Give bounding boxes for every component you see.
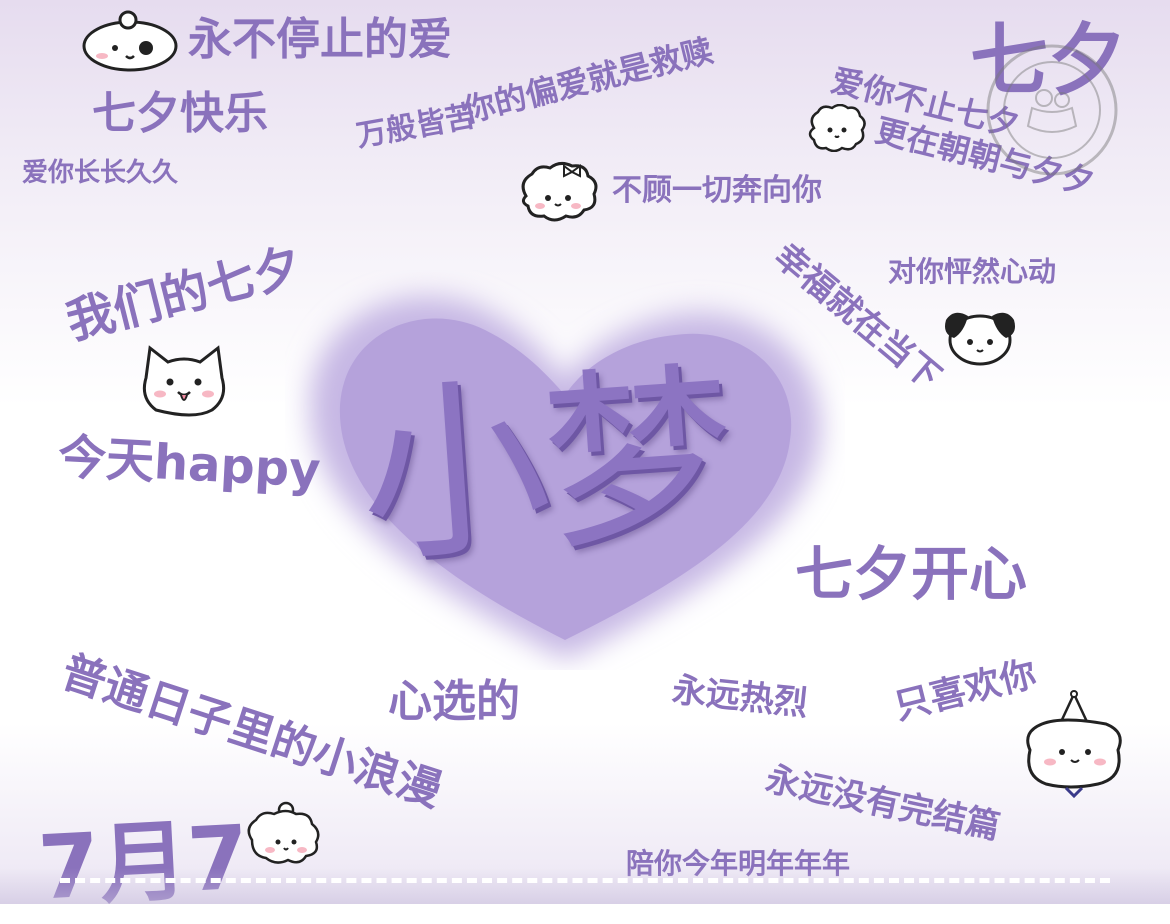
- phrase-love-forever: 爱你长长久久: [22, 158, 179, 188]
- heart-shape: [285, 270, 845, 670]
- fluffy-sheep-icon: [806, 103, 868, 153]
- phrase-chosen: 心选的: [388, 676, 520, 727]
- phrase-never-stop-love: 永不停止的爱: [188, 14, 452, 65]
- main-title: 小梦: [352, 343, 736, 590]
- samoyed-dog-icon: [136, 338, 232, 420]
- dashed-divider: [60, 878, 1110, 883]
- phrase-rush-to-you: 不顾一切奔向你: [612, 173, 822, 208]
- fluffy-poodle-icon: [244, 800, 326, 870]
- party-hat-bear-icon: [1022, 690, 1132, 800]
- round-seal-stamp-icon: [982, 40, 1122, 180]
- phrase-qixi-big: 七夕: [970, 16, 1127, 106]
- phrase-today-happy: 今天happy: [56, 429, 322, 499]
- phrase-happy-qixi: 七夕快乐: [92, 88, 268, 139]
- bottom-band: [0, 868, 1170, 904]
- spotted-dog-icon: [940, 306, 1020, 368]
- phrase-happy-qixi-2: 七夕开心: [795, 540, 1028, 608]
- bow-puppy-icon: [516, 160, 602, 226]
- puppy-face-icon: [80, 10, 180, 72]
- phrase-heart-flutter: 对你怦然心动: [888, 255, 1057, 288]
